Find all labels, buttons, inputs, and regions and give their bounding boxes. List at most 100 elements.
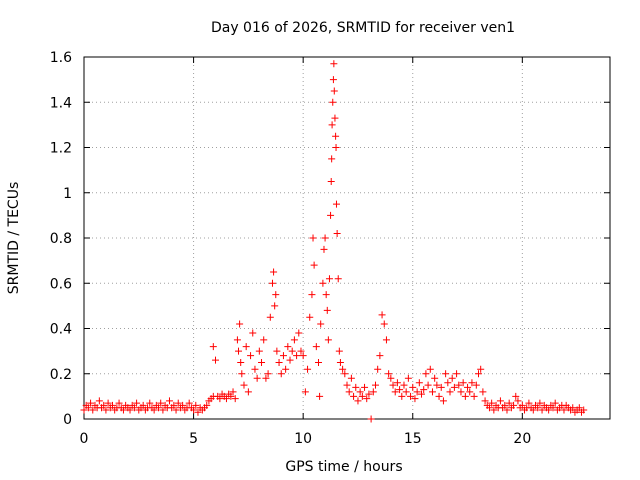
data-point <box>385 370 393 378</box>
data-point <box>347 374 355 382</box>
data-point <box>336 358 344 366</box>
y-tick-label: 1.2 <box>50 141 72 157</box>
data-point <box>273 347 281 355</box>
data-point <box>321 234 329 242</box>
data-point <box>126 406 134 414</box>
data-point <box>345 388 353 396</box>
data-point <box>378 311 386 319</box>
data-point <box>333 229 341 237</box>
data-point <box>238 370 246 378</box>
data-point <box>203 401 211 409</box>
data-point <box>424 381 432 389</box>
data-point <box>268 279 276 287</box>
data-point <box>190 406 198 414</box>
data-point <box>367 415 375 423</box>
chart-title: Day 016 of 2026, SRMTID for receiver ven… <box>211 20 515 36</box>
x-tick-label: 15 <box>404 431 422 447</box>
y-tick-label: 1.6 <box>50 50 72 66</box>
data-point <box>237 358 245 366</box>
data-point <box>100 401 108 409</box>
data-point <box>332 144 340 151</box>
data-point <box>569 404 577 412</box>
data-point <box>382 336 390 344</box>
x-axis-label: GPS time / hours <box>285 459 402 475</box>
data-point <box>194 408 202 416</box>
data-point <box>411 395 419 403</box>
data-point <box>328 121 336 129</box>
data-point <box>102 406 110 414</box>
data-point <box>330 87 338 95</box>
data-point <box>518 401 526 409</box>
data-point <box>369 388 377 396</box>
data-point <box>496 397 504 405</box>
data-point <box>418 390 426 398</box>
data-point <box>407 392 415 400</box>
data-point <box>244 388 252 396</box>
data-point <box>231 395 239 403</box>
data-point <box>320 245 328 253</box>
data-point <box>455 381 463 389</box>
data-point <box>389 381 397 389</box>
data-point <box>536 399 544 407</box>
data-point <box>290 336 298 344</box>
data-point <box>466 388 474 396</box>
data-point <box>108 401 116 409</box>
data-point <box>233 336 241 344</box>
x-tick-label: 0 <box>80 431 89 447</box>
x-tick-label: 20 <box>513 431 531 447</box>
data-point <box>503 406 511 414</box>
data-point <box>329 98 337 106</box>
data-point <box>309 234 317 242</box>
data-point <box>299 352 307 360</box>
data-point <box>130 404 138 412</box>
data-point <box>301 388 309 396</box>
data-point <box>249 329 257 337</box>
data-point <box>242 343 250 351</box>
data-point <box>306 313 314 321</box>
data-point <box>84 404 92 412</box>
data-point <box>325 275 333 283</box>
data-point <box>435 392 443 400</box>
data-point <box>150 406 158 414</box>
data-point <box>159 406 167 414</box>
data-point <box>352 383 360 391</box>
data-point <box>341 370 349 378</box>
data-point <box>409 383 417 391</box>
data-point <box>157 399 165 407</box>
data-point <box>422 370 430 378</box>
axes: 0 0.2 0.4 0.6 0.8 1 1.2 1.4 1.6 0 5 10 15 20 <box>50 50 610 447</box>
data-point <box>192 401 200 409</box>
data-point <box>363 395 371 403</box>
data-point <box>343 381 351 389</box>
data-point <box>328 155 336 163</box>
data-point <box>222 395 230 403</box>
data-point <box>277 370 285 378</box>
data-point <box>442 370 450 378</box>
data-point <box>323 306 331 314</box>
data-point <box>115 399 123 407</box>
data-point <box>146 399 154 407</box>
data-points <box>80 60 588 423</box>
data-point <box>446 388 454 396</box>
data-point <box>560 406 568 414</box>
y-tick-label: 0 <box>63 412 72 428</box>
y-tick-label: 0.2 <box>50 367 72 383</box>
data-point <box>376 352 384 360</box>
data-point <box>286 356 294 364</box>
data-point <box>227 392 235 400</box>
data-point <box>260 336 268 344</box>
data-point <box>327 177 335 185</box>
data-point <box>448 374 456 382</box>
data-point <box>464 383 472 391</box>
data-point <box>172 406 180 414</box>
data-point <box>270 268 278 276</box>
data-point <box>295 329 303 337</box>
data-point <box>549 404 557 412</box>
data-point <box>284 343 292 351</box>
data-point <box>505 399 513 407</box>
data-point <box>365 390 373 398</box>
data-point <box>272 291 280 299</box>
data-point <box>475 370 482 378</box>
data-point <box>356 388 364 396</box>
